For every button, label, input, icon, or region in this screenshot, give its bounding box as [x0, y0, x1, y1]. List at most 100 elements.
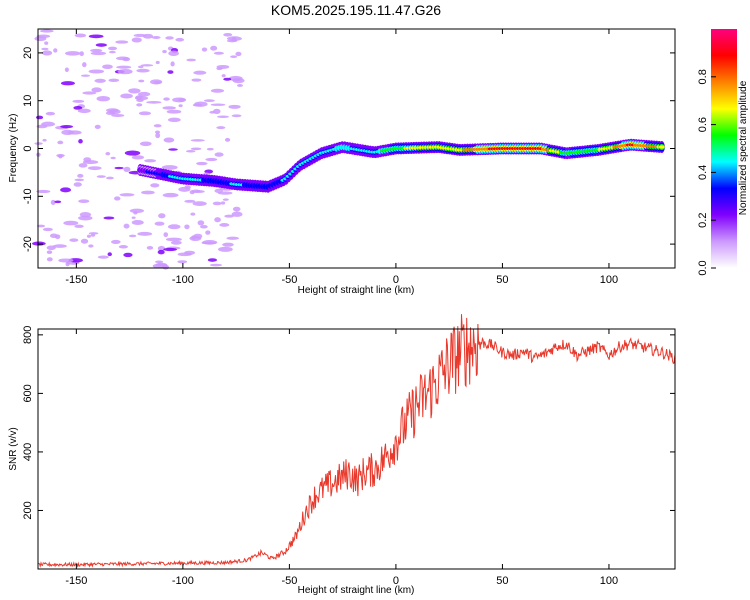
spectrogram-noise-speck [41, 50, 53, 56]
spectrogram-noise-speck [73, 105, 83, 110]
spectrogram-noise-speck [172, 97, 187, 103]
spectrogram-noise-speck [41, 47, 49, 51]
spectrogram-noise-speck [124, 150, 141, 156]
spectrogram-noise-speck [36, 34, 51, 39]
spectrogram-noise-speck [78, 215, 93, 221]
spectrogram-noise-speck [190, 212, 196, 216]
spectrogram-trace-cell [658, 145, 665, 149]
spectrogram-noise-speck [57, 140, 64, 145]
spectrogram-noise-speck [139, 141, 152, 147]
spectrogram-noise-speck [168, 50, 179, 57]
spectrogram-noise-speck [138, 111, 151, 116]
spectrogram-noise-speck [137, 231, 153, 236]
colorbar-ticks: 0.0 0.2 0.4 0.6 0.8 [697, 69, 716, 276]
spectrogram-noise-speck [60, 81, 75, 86]
spectrogram-noise-speck [175, 37, 185, 42]
spectrogram-noise-speck [107, 252, 112, 257]
spectrogram-noise-speck [129, 234, 137, 238]
spectrogram-noise-speck [184, 199, 196, 203]
spectrogram-noise-speck [153, 81, 162, 84]
spectrogram-noise-speck [162, 264, 170, 270]
spectrogram-noise-speck [117, 68, 133, 75]
spectrogram-noise-speck [108, 109, 121, 115]
spectrogram-noise-speck [123, 166, 131, 173]
spectrogram-noise-speck [155, 60, 160, 65]
snr-y-tick-label: 600 [22, 384, 34, 402]
snr-x-tick-label: -100 [172, 575, 194, 587]
spectrogram-noise-speck [65, 261, 70, 267]
spectrogram-noise-speck [46, 257, 53, 262]
colorbar-label: Normalized spectral amplitude [738, 80, 749, 215]
spectrogram-x-tick-label: 50 [496, 274, 508, 286]
snr-x-tick-label: 0 [393, 575, 399, 587]
spectrogram-noise-speck [191, 189, 201, 194]
spectrogram-noise-speck [163, 137, 175, 143]
spectrogram-noise-speck [111, 113, 125, 117]
spectrogram-noise-speck [140, 64, 154, 67]
colorbar-gradient [711, 29, 737, 268]
spectrogram-noise-speck [231, 211, 243, 217]
spectrogram-noise-speck [219, 223, 230, 227]
spectrogram-noise-speck [165, 36, 174, 40]
spectrogram-y-ticks: -20 -10 0 10 20 [22, 47, 675, 252]
spectrogram-noise-speck [170, 240, 182, 245]
spectrogram-noise-speck [111, 239, 121, 244]
spectrogram-noise-speck [105, 176, 114, 180]
spectrogram-noise-speck [63, 220, 79, 226]
spectrogram-y-tick-label: -10 [22, 188, 34, 204]
spectrogram-x-tick-label: -100 [172, 274, 194, 286]
spectrogram-noise-speck [236, 84, 243, 87]
spectrogram-noise-speck [213, 108, 221, 115]
spectrogram-noise-speck [123, 223, 130, 229]
spectrogram-noise-speck [155, 132, 161, 139]
spectrogram-noise-speck [80, 74, 91, 77]
spectrogram-noise-speck [223, 77, 232, 81]
snr-x-tick-label: 100 [600, 575, 618, 587]
spectrogram-noise-speck [146, 245, 154, 250]
spectrogram-noise-speck [78, 139, 83, 144]
spectrogram-noise-speck [91, 87, 102, 93]
spectrogram-noise-speck [210, 45, 218, 51]
spectrogram-noise-speck [212, 201, 222, 206]
spectrogram-noise-speck [110, 156, 116, 160]
spectrogram-noise-speck [82, 160, 99, 165]
spectrogram-x-tick-label: 0 [393, 274, 399, 286]
spectrogram-noise-speck [88, 244, 94, 248]
figure-title: KOM5.2025.195.11.47.G26 [271, 2, 441, 18]
spectrogram-noise-speck [80, 238, 89, 244]
spectrogram-noise-speck [53, 48, 58, 53]
spectrogram-noise-speck [64, 67, 69, 73]
spectrogram-trace-layer [137, 138, 665, 193]
snr-frame [37, 328, 676, 570]
spectrogram-noise-speck [108, 78, 120, 82]
spectrogram-noise-speck [162, 49, 167, 54]
spectrogram-noise-speck [226, 39, 238, 43]
spectrogram-noise-speck [170, 61, 175, 67]
spectrogram-noise-speck [136, 68, 150, 73]
spectrogram-noise-speck [163, 232, 169, 238]
colorbar-tick-label: 0.2 [697, 213, 709, 228]
spectrogram-noise-speck [191, 78, 202, 82]
snr-background [38, 329, 675, 569]
spectrogram-noise-speck [146, 101, 162, 104]
snr-y-tick-label: 200 [22, 501, 34, 519]
spectrogram-noise-speck [105, 152, 111, 156]
spectrogram-noise-speck [74, 178, 85, 182]
colorbar: 0.0 0.2 0.4 0.6 0.8 Normalized spectral ampl… [697, 29, 749, 276]
spectrogram-noise-speck [216, 126, 226, 130]
spectrogram-noise-speck [136, 103, 143, 107]
spectrogram-noise-speck [64, 51, 81, 56]
spectrogram-noise-speck [116, 56, 130, 61]
spectrogram-noise-speck [196, 161, 208, 166]
spectrogram-noise-speck [94, 78, 106, 83]
spectrogram-noise-speck [178, 186, 191, 192]
spectrogram-noise-speck [82, 91, 97, 95]
spectrogram-noise-speck [49, 233, 58, 239]
spectrogram-noise-speck [41, 121, 55, 127]
spectrogram-noise-speck [82, 62, 87, 68]
spectrogram-noise-speck [167, 224, 181, 230]
spectrogram-noise-speck [74, 224, 84, 228]
spectrogram-noise-speck [95, 43, 108, 47]
snr-panel: -150 -100 -50 0 50 100 200 400 600 800 Height of… [8, 314, 676, 596]
